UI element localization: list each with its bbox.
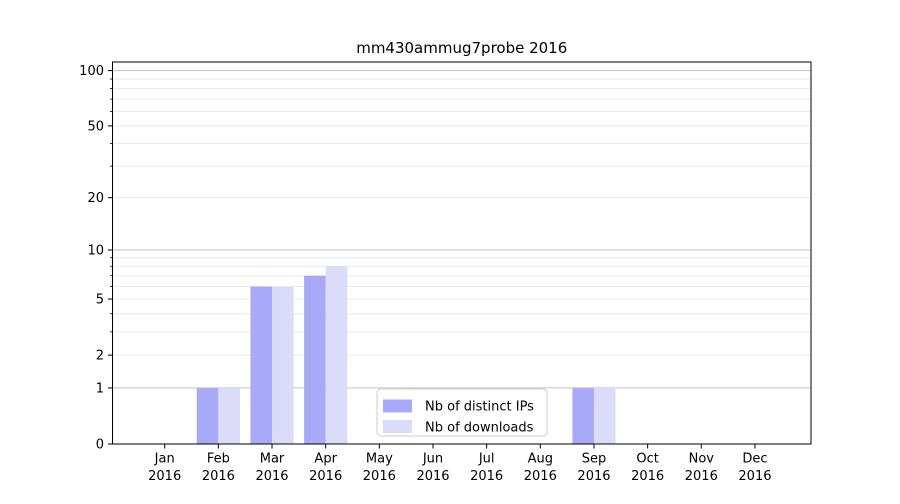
x-tick-label-year: 2016 bbox=[524, 469, 557, 484]
bar-sep-distinct-ips bbox=[572, 387, 594, 444]
x-tick-label-month: Feb bbox=[207, 452, 230, 467]
x-tick-label-year: 2016 bbox=[685, 469, 718, 484]
axis-ticks bbox=[108, 70, 756, 449]
x-tick-label-month: Sep bbox=[582, 452, 607, 467]
y-tick-label: 20 bbox=[87, 191, 104, 206]
y-tick-label: 0 bbox=[96, 438, 104, 453]
bar-apr-distinct-ips bbox=[304, 275, 326, 444]
bar-sep-downloads bbox=[593, 387, 616, 444]
y-tick-label: 5 bbox=[96, 293, 104, 308]
y-tick-labels: 0 1 2 5 10 20 50 100 bbox=[79, 64, 104, 452]
x-tick-label-month: Jul bbox=[478, 452, 495, 467]
x-tick-label-month: Dec bbox=[742, 452, 767, 467]
plot-border bbox=[112, 61, 812, 445]
x-tick-label-year: 2016 bbox=[148, 469, 181, 484]
x-tick-label-year: 2016 bbox=[470, 469, 503, 484]
legend-label-downloads: Nb of downloads bbox=[425, 421, 534, 436]
x-tick-label-year: 2016 bbox=[738, 469, 771, 484]
x-tick-label-month: Apr bbox=[314, 452, 337, 467]
bar-apr-downloads bbox=[325, 266, 348, 444]
x-tick-label-month: May bbox=[366, 452, 393, 467]
chart-title: mm430ammug7probe 2016 bbox=[356, 39, 567, 57]
x-tick-label-year: 2016 bbox=[202, 469, 235, 484]
x-tick-label-month: Jun bbox=[422, 452, 443, 467]
x-tick-label-year: 2016 bbox=[255, 469, 288, 484]
bar-feb-downloads bbox=[218, 387, 240, 444]
legend: Nb of distinct IPs Nb of downloads bbox=[376, 388, 548, 437]
bar-feb-distinct-ips bbox=[196, 387, 219, 444]
y-tick-label: 10 bbox=[87, 243, 104, 258]
x-tick-label-year: 2016 bbox=[577, 469, 610, 484]
bar-mar-distinct-ips bbox=[250, 286, 273, 444]
y-tick-label: 2 bbox=[96, 349, 104, 364]
legend-swatch-downloads bbox=[383, 420, 412, 433]
x-tick-label-month: Aug bbox=[528, 452, 553, 467]
y-tick-label: 100 bbox=[79, 64, 104, 79]
y-tick-label: 50 bbox=[87, 119, 104, 134]
x-tick-label-month: Jan bbox=[154, 452, 175, 467]
major-gridlines bbox=[112, 70, 811, 389]
x-tick-label-month: Oct bbox=[636, 452, 658, 467]
x-tick-label-year: 2016 bbox=[309, 469, 342, 484]
y-tick-label: 1 bbox=[96, 381, 104, 396]
x-tick-label-year: 2016 bbox=[416, 469, 449, 484]
minor-gridlines bbox=[112, 78, 811, 356]
x-tick-label-month: Nov bbox=[689, 452, 715, 467]
x-tick-label-year: 2016 bbox=[363, 469, 396, 484]
legend-swatch-distinct-ips bbox=[383, 399, 412, 413]
x-tick-label-month: Mar bbox=[260, 452, 285, 467]
bars bbox=[196, 266, 616, 444]
x-tick-labels: Jan 2016 Feb 2016 Mar 2016 Apr 2016 May 2016 Jun 20… bbox=[148, 452, 771, 485]
x-tick-label-year: 2016 bbox=[631, 469, 664, 484]
bar-mar-downloads bbox=[272, 286, 294, 444]
legend-box bbox=[376, 388, 548, 437]
legend-label-distinct-ips: Nb of distinct IPs bbox=[425, 400, 534, 415]
